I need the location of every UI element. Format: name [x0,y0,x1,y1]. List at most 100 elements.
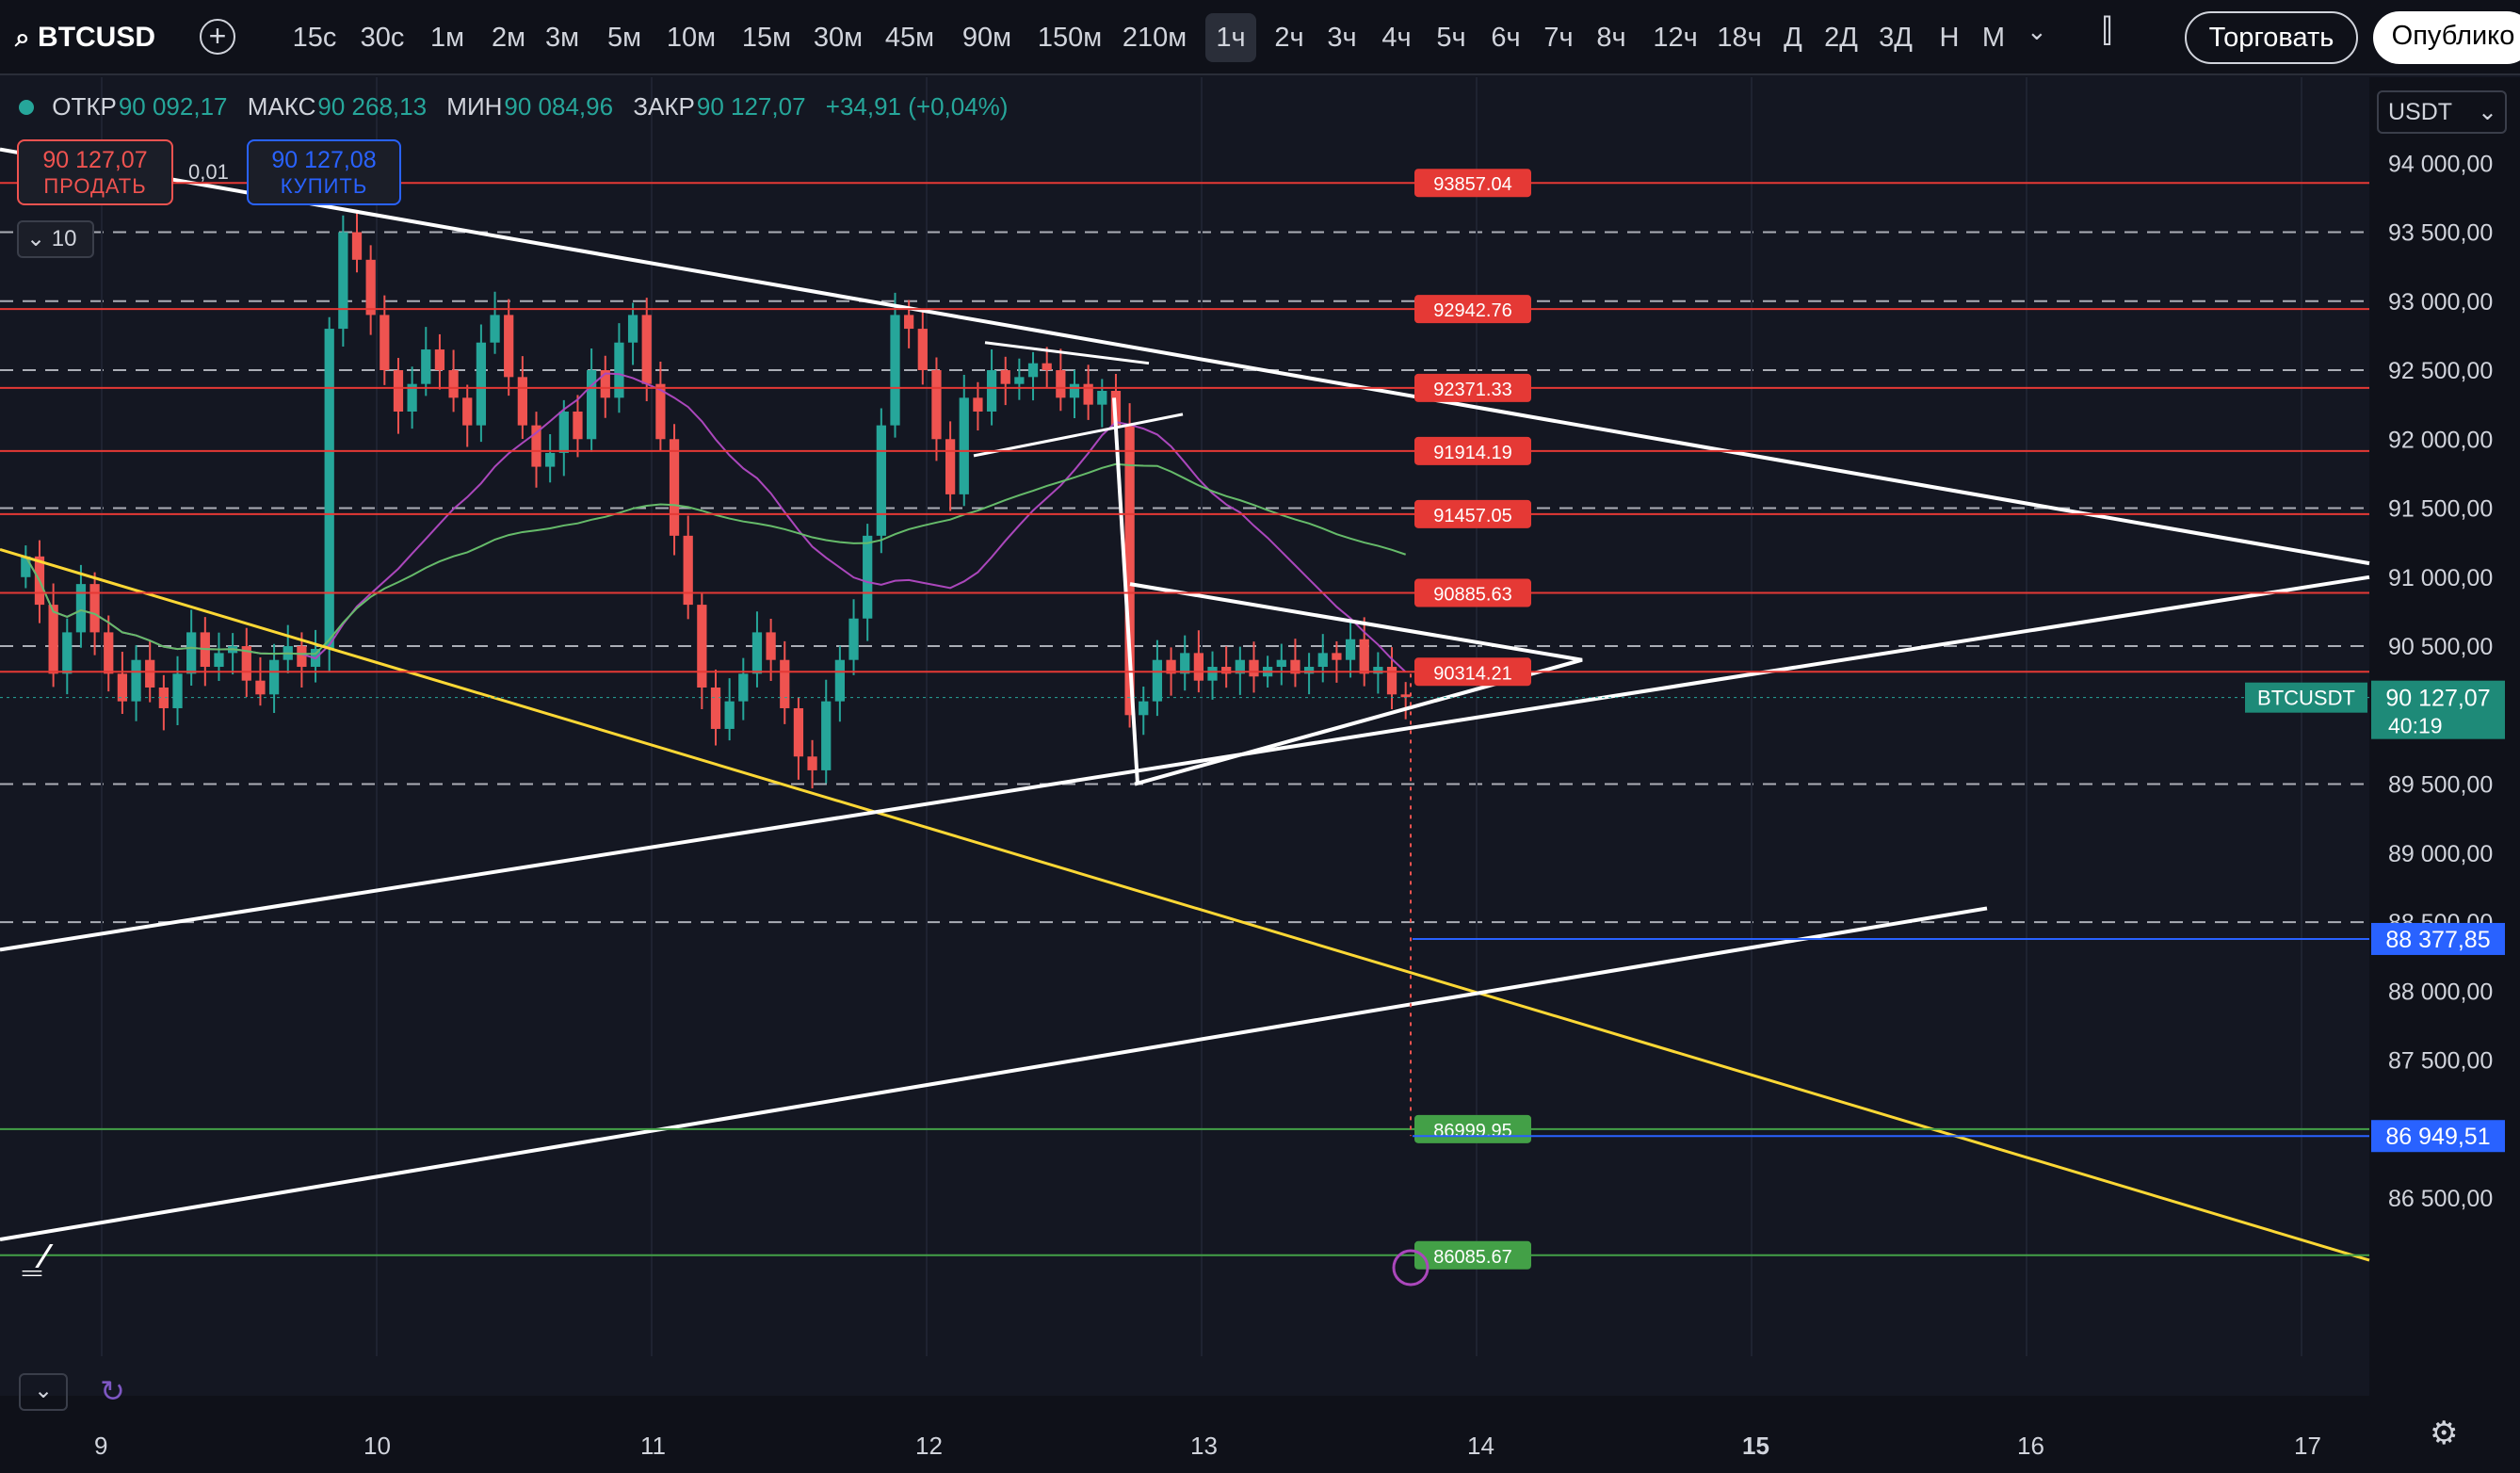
red-level-badge-4 [1414,499,1531,528]
timeframe-15[interactable]: 3ч [1327,23,1357,53]
blue-level-label-1: 86 949,51 [2385,1124,2490,1150]
chevron-down-icon: ⌄ [2478,99,2497,125]
candle-body-94 [1317,653,1328,668]
timeframe-9[interactable]: 45м [884,23,935,53]
symbol-name: BTCUSD [38,22,156,53]
red-level-label-2: 92371.33 [1433,380,1511,400]
candle-body-44 [627,315,638,343]
candle-body-70 [986,370,997,412]
flag-top [984,341,1150,365]
symbol-search[interactable]: ⌕ BTCUSD [15,13,155,62]
x-tick-4: 13 [1190,1432,1218,1460]
candle-body-18 [268,659,280,695]
upper-trendline [0,147,2370,566]
timeframe-1[interactable]: 30с [360,23,405,53]
candle-body-67 [945,439,956,494]
chevron-down-icon[interactable]: ⌄ [2027,17,2047,45]
collapse-panel-button[interactable]: ⌄ [19,1373,68,1411]
red-level-badge-1 [1414,295,1531,324]
candle-body-73 [1027,363,1039,378]
timeframe-17[interactable]: 5ч [1436,23,1466,53]
current-symbol-badge [2245,682,2367,713]
red-level-badge-5 [1414,578,1531,607]
currency-select[interactable]: USDT ⌄ [2377,90,2507,134]
sell-price: 90 127,07 [42,147,148,173]
green-level-badge-1 [1414,1240,1531,1270]
buy-label: КУПИТЬ [280,174,368,198]
candle-body-66 [931,370,942,440]
publish-button[interactable]: Опублико [2373,11,2520,64]
timeframe-24[interactable]: 2Д [1824,23,1858,53]
timeframe-16[interactable]: 4ч [1381,23,1412,53]
sell-button[interactable]: 90 127,07 ПРОДАТЬ [17,139,173,205]
timeframe-22[interactable]: 18ч [1717,23,1762,53]
candle-body-91 [1276,659,1286,668]
timeframe-0[interactable]: 15с [292,23,337,53]
candle-body-26 [380,315,390,371]
timeframe-26[interactable]: Н [1939,23,1960,53]
settings-gear-icon[interactable]: ⚙ [2430,1416,2459,1451]
red-level-badge-0 [1414,169,1531,198]
timeframe-2[interactable]: 1м [429,23,465,53]
blue-level-badge-0 [2371,922,2505,955]
candle-body-87 [1221,667,1232,674]
candle-body-46 [655,383,666,440]
candle-body-76 [1069,383,1080,398]
red-level-label-0: 93857.04 [1433,174,1511,195]
timeframe-20[interactable]: 8ч [1596,23,1626,53]
price-chart[interactable]: 94 000,00 93 500,00 93 000,00 92 500,00 92 0… [0,77,2520,1396]
candle-body-41 [586,370,597,440]
candle-body-25 [365,259,376,316]
candle-body-31 [448,370,459,398]
timeframe-27[interactable]: М [1981,23,2006,53]
chevron-down-icon: ⌄ [26,226,46,251]
timeframe-13[interactable]: 1ч [1205,13,1256,62]
sell-label: ПРОДАТЬ [43,174,147,198]
trade-button[interactable]: Торговать [2185,11,2358,64]
timeframe-14[interactable]: 2ч [1274,23,1304,53]
timeframe-5[interactable]: 5м [606,23,642,53]
timeframe-8[interactable]: 30м [813,23,864,53]
currency-value: USDT [2388,99,2453,125]
y-tick-9: 89 000,00 [2388,841,2493,867]
replay-icon[interactable]: ↻ [100,1374,125,1408]
timeframe-7[interactable]: 15м [741,23,792,53]
y-tick-0: 94 000,00 [2388,151,2493,177]
timeframe-10[interactable]: 90м [961,23,1012,53]
candle-body-36 [517,377,527,426]
candle-body-96 [1345,639,1356,660]
close-value: 90 127,07 [696,92,806,121]
candle-body-58 [821,701,832,770]
flash-icon [1392,1249,1430,1287]
candle-body-9 [145,659,155,688]
candle-body-39 [558,411,569,453]
add-symbol-icon[interactable]: + [200,19,235,55]
candles-style-icon[interactable]: ⫿ [2102,13,2112,49]
quantity-field[interactable]: ⌄ 10 [17,220,94,258]
y-tick-8: 89 500,00 [2388,772,2493,799]
timeframe-21[interactable]: 12ч [1653,23,1698,53]
red-level-badge-2 [1414,373,1531,402]
candle-body-17 [255,680,266,695]
timeframe-4[interactable]: 3м [544,23,580,53]
bottom-bar: ⌄ ↻ ⚙ [0,1373,2520,1473]
flag-bottom [973,413,1184,458]
x-tick-7: 16 [2017,1432,2044,1460]
countdown-label: 40:19 [2388,714,2443,738]
timeframe-12[interactable]: 210м [1122,23,1187,53]
candle-body-14 [214,653,224,668]
timeframe-23[interactable]: Д [1784,23,1802,53]
timeframe-3[interactable]: 2м [491,23,526,53]
timeframe-6[interactable]: 10м [666,23,717,53]
candle-body-64 [904,315,914,330]
timeframe-19[interactable]: 7ч [1543,23,1574,53]
timeframe-11[interactable]: 150м [1037,23,1103,53]
timeframe-25[interactable]: 3Д [1879,23,1913,53]
candle-body-85 [1193,653,1203,681]
buy-button[interactable]: 90 127,08 КУПИТЬ [247,139,401,205]
middle-trendline [0,575,2370,952]
timeframe-18[interactable]: 6ч [1491,23,1521,53]
red-level-label-1: 92942.76 [1433,300,1511,321]
candle-body-48 [683,535,693,606]
candle-body-4 [75,584,87,633]
